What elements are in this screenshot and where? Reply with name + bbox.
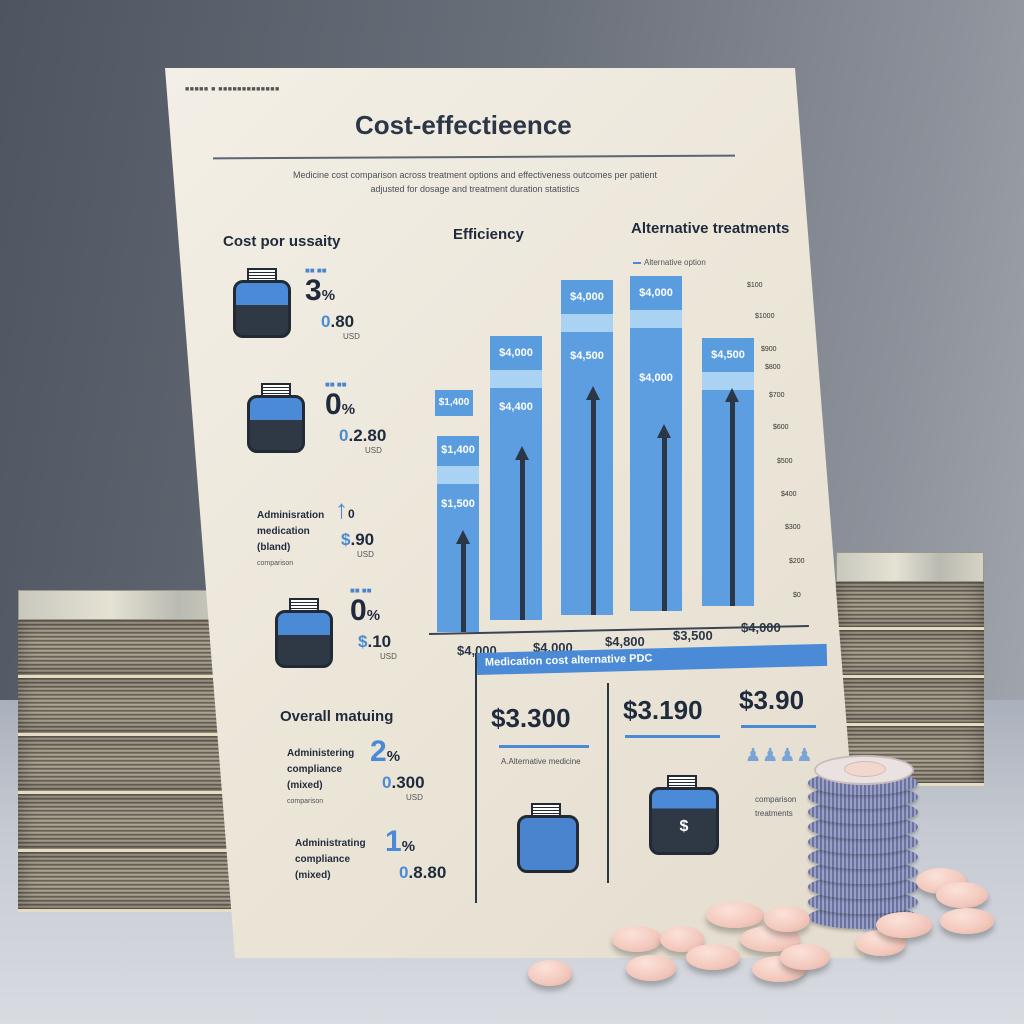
overall-stat-2: 1% 0.8.80 bbox=[385, 825, 447, 883]
chart-bar-2: $4,000 $4,400 bbox=[490, 336, 542, 620]
dollar-bill-icon bbox=[836, 552, 984, 582]
chart-bar-1: $1,400 $1,500 bbox=[437, 436, 479, 632]
coin-stack bbox=[808, 755, 926, 935]
medicine-jar-icon bbox=[247, 383, 305, 453]
overall-label-2: Administrating compliance (mixed) bbox=[295, 838, 366, 881]
stat-3: ↑0 $.90 USD bbox=[335, 494, 375, 559]
page-title: Cost-effectieence bbox=[355, 110, 572, 140]
chart-secondary-title: Alternative treatments bbox=[631, 220, 790, 237]
subtitle: Medicine cost comparison across treatmen… bbox=[292, 170, 658, 194]
overall-label-1: Administering compliance (mixed) compari… bbox=[287, 748, 355, 805]
trend-arrow-icon bbox=[515, 446, 529, 620]
chart-bar-5: $4,500 bbox=[702, 338, 754, 606]
cost-summary-panel: Medication cost alternative PDC $3.300 A… bbox=[475, 643, 828, 903]
right-note: comparison treatments bbox=[755, 795, 797, 818]
price-2: $3.190 bbox=[623, 695, 703, 725]
trend-arrow-icon bbox=[725, 388, 739, 606]
medicine-jar-icon bbox=[233, 268, 291, 338]
stat-1: ■■ ■■ 3% 0.80 USD bbox=[305, 266, 360, 341]
x-tick: $3,500 bbox=[673, 628, 713, 643]
trend-arrow-icon bbox=[456, 530, 470, 632]
overall-stat-1: 2% 0.300 USD bbox=[370, 735, 425, 803]
side-label-1: Adminisration medication (bland) compari… bbox=[257, 510, 325, 567]
stat-2: ■■ ■■ 0% 0.2.80 USD bbox=[325, 380, 387, 455]
x-tick: $4,000 bbox=[741, 620, 781, 635]
panel-note: A.Alternative medicine bbox=[501, 757, 581, 766]
overall-section-title: Overall matuing bbox=[280, 708, 394, 725]
cost-section-title: Cost por ussaity bbox=[223, 233, 341, 250]
chart-bar-3: $4,000 $4,500 bbox=[561, 280, 613, 615]
x-tick: $4,800 bbox=[605, 634, 645, 649]
trend-arrow-icon bbox=[586, 386, 600, 615]
trend-arrow-icon bbox=[657, 424, 671, 611]
stat-4: ■■ ■■ 0% $.10 USD bbox=[350, 586, 397, 661]
people-icons: ♟♟♟♟ bbox=[745, 745, 814, 765]
price-1: $3.300 bbox=[491, 703, 571, 733]
chart-title: Efficiency bbox=[453, 226, 524, 243]
bar-label-box: $1,400 bbox=[435, 390, 473, 416]
medicine-jar-icon bbox=[275, 598, 333, 668]
poster-tag: ■■■■■ ■ ■■■■■■■■■■■■■ bbox=[185, 86, 280, 93]
title-divider bbox=[212, 154, 736, 160]
chart-bar-4: $4,000 $4,000 bbox=[630, 276, 682, 611]
infographic-poster: ■■■■■ ■ ■■■■■■■■■■■■■ Cost-effectieence … bbox=[165, 68, 865, 958]
panel-header: Medication cost alternative PDC bbox=[476, 643, 828, 675]
legend-swatch bbox=[633, 261, 641, 264]
dollar-jar-icon: $ bbox=[649, 775, 719, 855]
price-3: $3.90 bbox=[739, 685, 805, 715]
pill-on-coins-icon bbox=[814, 755, 914, 785]
chart-legend: Alternative option bbox=[633, 258, 706, 267]
medicine-jar-icon bbox=[517, 803, 579, 873]
